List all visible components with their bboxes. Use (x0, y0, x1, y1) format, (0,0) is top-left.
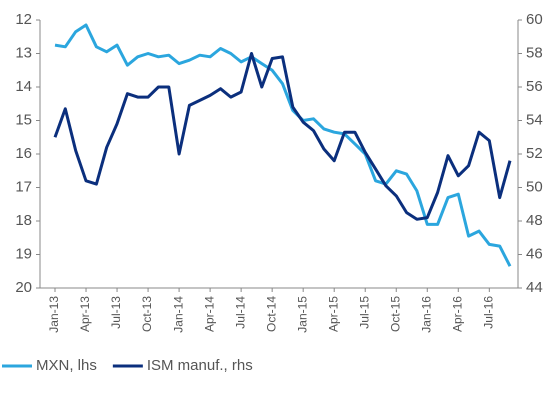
y-tick-label: 16 (15, 145, 32, 162)
legend-label: MXN, lhs (36, 357, 97, 374)
y-tick-label: 15 (15, 111, 32, 128)
x-tick-label: Jul-15 (357, 296, 371, 329)
y2-tick-label: 50 (526, 178, 543, 195)
line-series (54, 23, 512, 267)
y2-tick-label: 46 (526, 245, 543, 262)
y2-tick-label: 58 (526, 44, 543, 61)
y-tick-label: 20 (15, 279, 32, 296)
x-tick-label: Apr-16 (450, 296, 464, 332)
x-tick-label: Jan-13 (47, 296, 61, 333)
y2-tick-label: 54 (526, 111, 543, 128)
x-tick-label: Jan-15 (295, 296, 309, 333)
x-tick-label: Jan-14 (171, 296, 185, 333)
x-tick-label: Jul-13 (109, 296, 123, 329)
y-tick-label: 14 (15, 78, 32, 95)
y2-tick-label: 44 (526, 279, 543, 296)
y-tick-label: 13 (15, 44, 32, 61)
y2-tick-label: 56 (526, 78, 543, 95)
y-tick-label: 19 (15, 245, 32, 262)
x-tick-label: Oct-15 (388, 296, 402, 332)
y-tick-label: 17 (15, 178, 32, 195)
x-tick-label: Jul-16 (481, 296, 495, 329)
x-tick-label: Jul-14 (233, 296, 247, 329)
legend-label: ISM manuf., rhs (147, 357, 253, 374)
y2-tick-label: 48 (526, 212, 543, 229)
y-tick-label: 18 (15, 212, 32, 229)
x-tick-label: Oct-14 (264, 296, 278, 332)
x-tick-label: Apr-15 (326, 296, 340, 332)
line-series (53, 52, 512, 221)
y-tick-label: 12 (15, 11, 32, 28)
y2-tick-label: 60 (526, 11, 543, 28)
x-tick-label: Apr-14 (202, 296, 216, 332)
x-tick-label: Apr-13 (78, 296, 92, 332)
x-tick-label: Jan-16 (419, 296, 433, 333)
y2-tick-label: 52 (526, 145, 543, 162)
x-tick-label: Oct-13 (140, 296, 154, 332)
